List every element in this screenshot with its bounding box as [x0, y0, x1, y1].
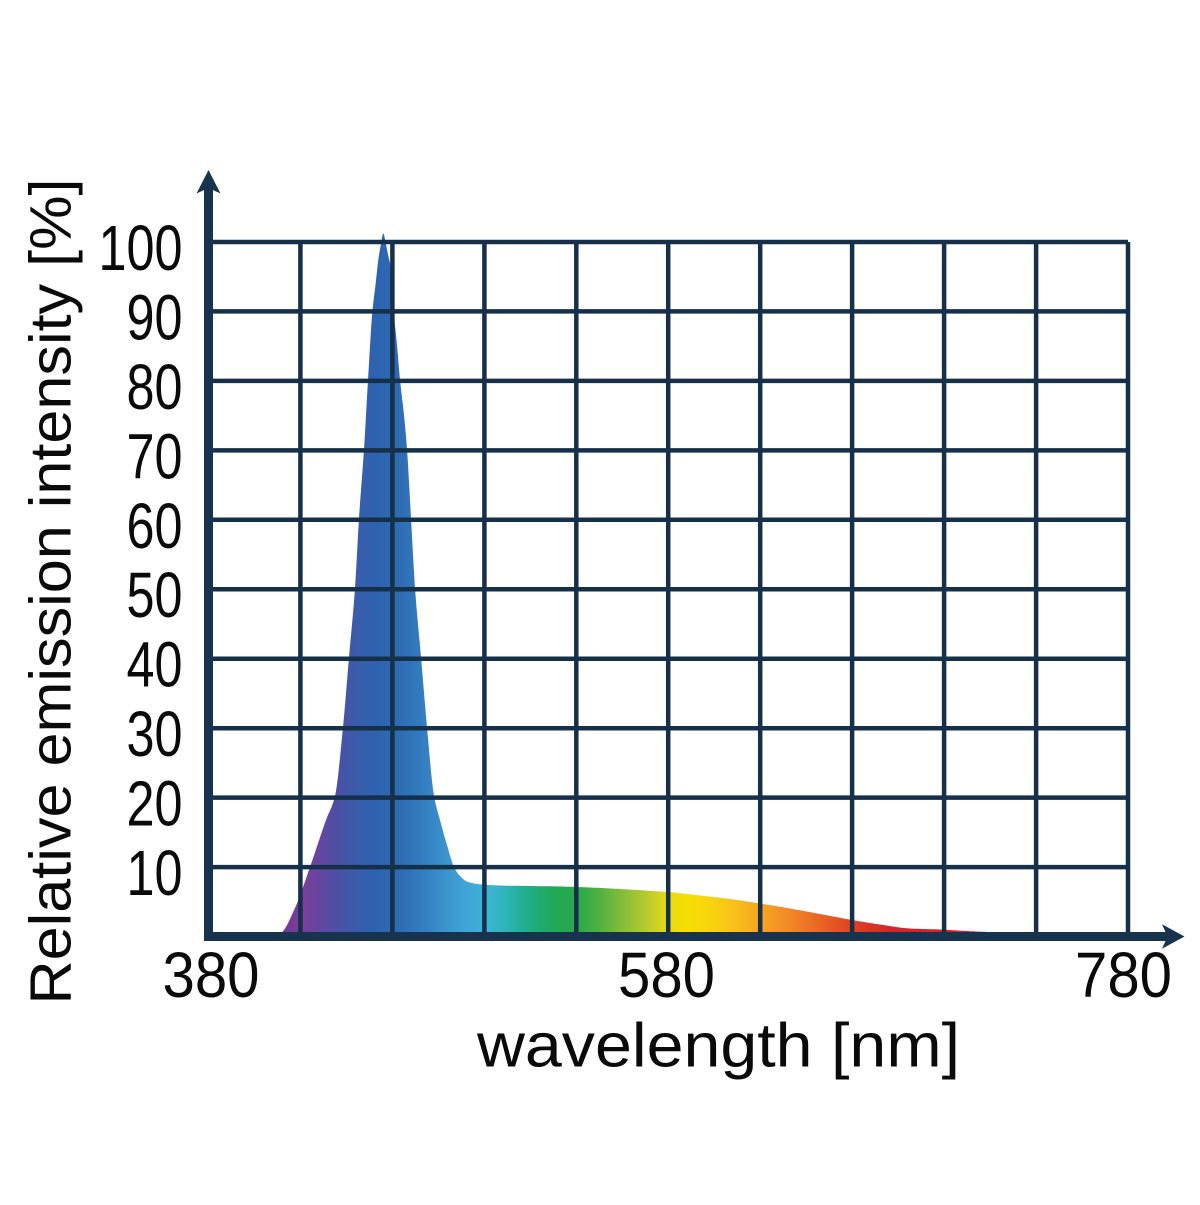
svg-text:580: 580 [618, 939, 715, 1011]
svg-text:50: 50 [127, 559, 183, 631]
svg-text:wavelength [nm]: wavelength [nm] [476, 1012, 960, 1081]
svg-text:80: 80 [127, 351, 183, 423]
svg-text:90: 90 [127, 281, 183, 353]
svg-text:60: 60 [127, 490, 183, 562]
svg-text:100: 100 [99, 212, 183, 284]
svg-text:780: 780 [1075, 939, 1172, 1011]
svg-text:10: 10 [127, 837, 183, 909]
svg-text:20: 20 [127, 768, 183, 840]
svg-text:380: 380 [163, 939, 260, 1011]
svg-text:70: 70 [127, 420, 183, 492]
svg-text:Relative emission intensity [%: Relative emission intensity [%] [19, 179, 84, 1005]
svg-text:30: 30 [127, 698, 183, 770]
svg-text:40: 40 [127, 629, 183, 701]
